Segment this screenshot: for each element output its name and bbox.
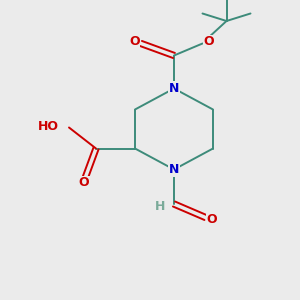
Text: H: H: [155, 200, 166, 213]
Text: O: O: [129, 35, 140, 49]
Text: N: N: [169, 163, 179, 176]
Text: O: O: [204, 35, 214, 49]
Text: HO: HO: [38, 119, 58, 133]
Text: O: O: [207, 213, 218, 226]
Text: N: N: [169, 82, 179, 95]
Text: O: O: [79, 176, 89, 190]
